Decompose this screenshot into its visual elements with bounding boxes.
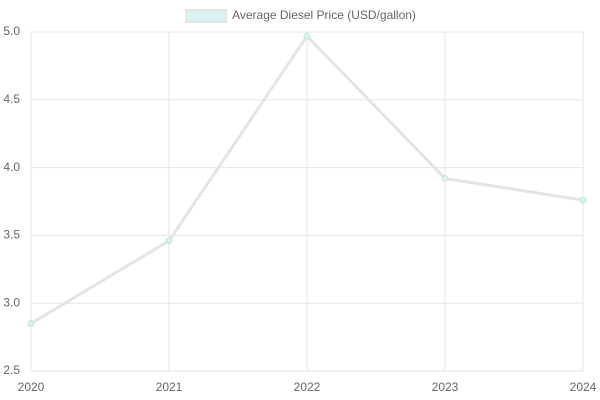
legend-label: Average Diesel Price (USD/gallon) [232,8,416,22]
point [303,32,311,40]
point [579,196,587,204]
y-tick-label: 3.5 [3,228,20,242]
x-tick-label: 2023 [432,380,459,394]
point [441,174,449,182]
point [27,320,35,328]
point [165,237,173,245]
y-tick-label: 4.5 [3,92,20,106]
y-tick-label: 3.0 [3,295,20,309]
y-tick-label: 5.0 [3,24,20,38]
x-tick-label: 2020 [18,380,45,394]
x-tick-label: 2022 [294,380,321,394]
y-tick-label: 4.0 [3,160,20,174]
x-tick-label: 2021 [156,380,183,394]
legend-swatch [185,9,228,23]
x-tick-label: 2024 [570,380,597,394]
y-tick-label: 2.5 [3,363,20,377]
